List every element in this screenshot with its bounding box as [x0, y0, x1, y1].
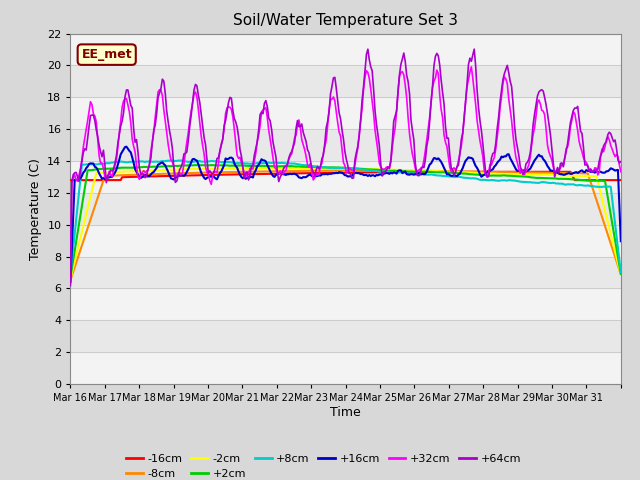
- Bar: [70, 34, 621, 65]
- Bar: [70, 288, 621, 320]
- Text: EE_met: EE_met: [81, 48, 132, 61]
- Bar: [70, 225, 621, 257]
- Legend: -16cm, -8cm, -2cm, +2cm, +8cm, +16cm, +32cm, +64cm: -16cm, -8cm, -2cm, +2cm, +8cm, +16cm, +3…: [122, 449, 525, 480]
- X-axis label: Time: Time: [330, 406, 361, 419]
- Bar: [70, 97, 621, 129]
- Title: Soil/Water Temperature Set 3: Soil/Water Temperature Set 3: [233, 13, 458, 28]
- Bar: [70, 161, 621, 193]
- Y-axis label: Temperature (C): Temperature (C): [29, 158, 42, 260]
- Bar: [70, 352, 621, 384]
